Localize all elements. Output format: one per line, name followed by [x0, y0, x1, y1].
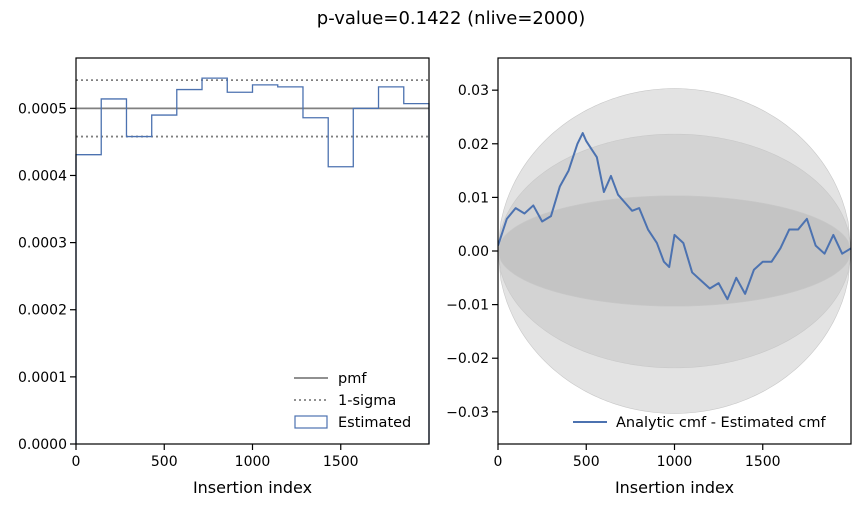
- y-tick-label: 0.0001: [18, 370, 67, 386]
- x-tick-label: 1500: [323, 454, 359, 470]
- cmf-legend: Analytic cmf - Estimated cmf: [573, 415, 827, 431]
- x-tick-label: 500: [151, 454, 178, 470]
- histogram-panel: 0 500 1000 1500 0.0000 0.0001 0.0002 0.0003 0.00…: [18, 57, 430, 497]
- cmf-plot-area: [498, 88, 851, 414]
- x-tick-label: 1000: [657, 454, 693, 470]
- legend-cmf-label: Analytic cmf - Estimated cmf: [616, 415, 827, 431]
- y-tick-label: 0.0005: [18, 101, 67, 117]
- cmf-difference-panel: 0 500 1000 1500 −0.03 −0.02 −0.01 0.00 0.01 0.02 0…: [446, 57, 852, 497]
- cmf-difference-line: [498, 132, 851, 301]
- histogram-x-axis-label: Insertion index: [193, 478, 312, 497]
- y-tick-label: 0.0000: [18, 437, 67, 453]
- y-tick-label: 0.00: [458, 244, 489, 260]
- x-tick-label: 1500: [745, 454, 781, 470]
- figure-title: p-value=0.1422 (nlive=2000): [317, 8, 585, 29]
- histogram-ticks: 0 500 1000 1500 0.0000 0.0001 0.0002 0.0003 0.00…: [18, 101, 359, 470]
- legend-estimated-swatch: [294, 415, 328, 429]
- y-tick-label: 0.02: [458, 137, 489, 153]
- y-tick-label: 0.0003: [18, 236, 67, 252]
- x-tick-label: 1000: [235, 454, 271, 470]
- y-tick-label: −0.03: [446, 405, 489, 421]
- y-tick-label: 0.03: [458, 83, 489, 99]
- y-tick-label: 0.0004: [18, 168, 67, 184]
- legend-pmf-label: pmf: [338, 371, 367, 387]
- x-tick-label: 0: [494, 454, 503, 470]
- histogram-plot-area: [75, 77, 430, 444]
- cmf-x-axis-label: Insertion index: [615, 478, 734, 497]
- legend-sigma-label: 1-sigma: [338, 393, 396, 409]
- histogram-step-outline: [75, 77, 430, 444]
- confidence-band-inner: [498, 195, 851, 307]
- legend-estimated-label: Estimated: [338, 415, 411, 431]
- y-tick-label: −0.02: [446, 351, 489, 367]
- histogram-legend: pmf 1-sigma Estimated: [294, 371, 411, 431]
- y-tick-label: −0.01: [446, 298, 489, 314]
- y-tick-label: 0.01: [458, 190, 489, 206]
- x-tick-label: 0: [72, 454, 81, 470]
- y-tick-label: 0.0002: [18, 303, 67, 319]
- x-tick-label: 500: [573, 454, 600, 470]
- cmf-ticks: 0 500 1000 1500 −0.03 −0.02 −0.01 0.00 0.01 0.02 0…: [446, 83, 780, 470]
- histogram-axes-frame: [75, 57, 430, 445]
